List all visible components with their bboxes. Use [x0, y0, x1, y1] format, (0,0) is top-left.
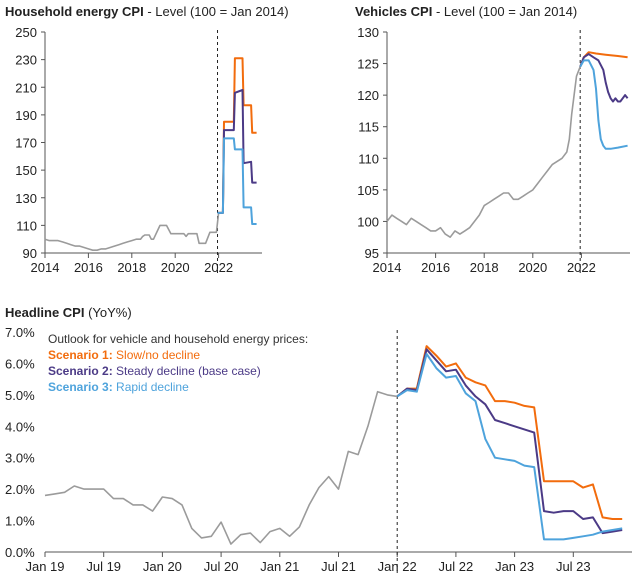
- household-y-tick-label: 130: [15, 191, 37, 206]
- household-y-tick-label: 190: [15, 108, 37, 123]
- household-energy-chart: 90 110 130 150 170 190 210 230 250 2014 2016 2018 20…: [15, 25, 262, 275]
- household-chart-title: Household energy CPI - Level (100 = Jan …: [5, 4, 289, 19]
- household-series-scenario3: [217, 137, 257, 225]
- legend-scenario1-label: Scenario 1:: [48, 348, 116, 362]
- headline-x-tick-label: Jul 21: [321, 559, 356, 574]
- household-x-tick-label: 2022: [204, 260, 233, 275]
- vehicles-y-tick-label: 115: [358, 120, 379, 135]
- headline-series-scenario3: [396, 353, 623, 541]
- headline-y-tick-label: 0.0%: [5, 545, 35, 560]
- household-y-tick-label: 250: [15, 25, 37, 40]
- headline-series-history: [44, 390, 398, 545]
- household-x-tick-label: 2020: [161, 260, 190, 275]
- legend-heading: Outlook for vehicle and household energy…: [48, 332, 308, 346]
- headline-x-tick-label: Jul 20: [204, 559, 239, 574]
- headline-x-tick-label: Jan 21: [260, 559, 299, 574]
- headline-y-tick-label: 5.0%: [5, 388, 35, 403]
- legend-item-scenario1: Scenario 1: Slow/no decline: [48, 348, 200, 362]
- headline-chart-title: Headline CPI (YoY%): [5, 305, 132, 320]
- vehicles-series-history: [386, 66, 581, 238]
- vehicles-y-tick-label: 95: [365, 246, 379, 261]
- household-x-tick-label: 2016: [74, 260, 103, 275]
- household-y-tick-label: 90: [23, 246, 37, 261]
- household-x-tick-label: 2014: [31, 260, 60, 275]
- headline-x-tick-label: Jul 19: [86, 559, 121, 574]
- household-y-tick-label: 210: [15, 80, 37, 95]
- vehicles-series-scenario3: [579, 59, 628, 150]
- vehicles-y-tick-label: 120: [357, 88, 379, 103]
- legend-scenario1-text: Slow/no decline: [116, 348, 200, 362]
- headline-legend: Outlook for vehicle and household energy…: [48, 332, 308, 394]
- headline-y-tick-label: 7.0%: [5, 325, 35, 340]
- headline-y-tick-label: 2.0%: [5, 482, 35, 497]
- vehicles-x-tick-label: 2022: [567, 260, 596, 275]
- vehicles-series-scenario2: [579, 53, 629, 103]
- household-y-tick-label: 110: [16, 218, 37, 233]
- household-y-tick-label: 150: [15, 163, 37, 178]
- vehicles-x-tick-label: 2020: [518, 260, 547, 275]
- vehicles-y-tick-label: 105: [357, 183, 379, 198]
- headline-y-tick-label: 1.0%: [5, 514, 35, 529]
- headline-x-tick-label: Jan 20: [143, 559, 182, 574]
- vehicles-y-tick-label: 130: [357, 25, 379, 40]
- headline-x-tick-label: Jul 23: [556, 559, 591, 574]
- vehicles-chart-title: Vehicles CPI - Level (100 = Jan 2014): [355, 4, 577, 19]
- legend-item-scenario2: Scenario 2: Steady decline (base case): [48, 364, 261, 378]
- headline-title-rest: (YoY%): [84, 305, 131, 320]
- household-title-bold: Household energy CPI: [5, 4, 144, 19]
- household-x-tick-label: 2018: [117, 260, 146, 275]
- headline-title-bold: Headline CPI: [5, 305, 84, 320]
- legend-scenario2-text: Steady decline (base case): [116, 364, 261, 378]
- legend-scenario2-label: Scenario 2:: [48, 364, 116, 378]
- household-series-history: [44, 212, 220, 251]
- vehicles-y-tick-label: 100: [357, 214, 379, 229]
- headline-y-tick-label: 3.0%: [5, 451, 35, 466]
- vehicles-title-bold: Vehicles CPI: [355, 4, 432, 19]
- vehicles-chart: 95 100 105 110 115 120 125 130 2014 2016 2018 2020 2…: [357, 25, 630, 275]
- legend-item-scenario3: Scenario 3: Rapid decline: [48, 380, 189, 394]
- headline-series-scenario2: [396, 348, 623, 535]
- household-y-tick-label: 230: [15, 53, 37, 68]
- household-y-tick-label: 170: [15, 136, 37, 151]
- headline-x-tick-label: Jan 23: [495, 559, 534, 574]
- vehicles-y-tick-label: 125: [357, 57, 379, 72]
- headline-y-tick-label: 4.0%: [5, 419, 35, 434]
- headline-x-tick-label: Jan 19: [25, 559, 64, 574]
- legend-scenario3-text: Rapid decline: [116, 380, 189, 394]
- headline-series-scenario1: [396, 345, 623, 520]
- headline-x-tick-label: Jul 22: [439, 559, 474, 574]
- vehicles-y-tick-label: 110: [358, 151, 379, 166]
- vehicles-x-tick-label: 2016: [421, 260, 450, 275]
- headline-cpi-chart: 0.0% 1.0% 2.0% 3.0% 4.0% 5.0% 6.0% 7.0% Jan 19 Ju…: [5, 325, 632, 574]
- vehicles-x-tick-label: 2014: [373, 260, 402, 275]
- legend-scenario3-label: Scenario 3:: [48, 380, 116, 394]
- headline-y-tick-label: 6.0%: [5, 356, 35, 371]
- household-title-rest: - Level (100 = Jan 2014): [144, 4, 289, 19]
- vehicles-title-rest: - Level (100 = Jan 2014): [432, 4, 577, 19]
- vehicles-x-tick-label: 2018: [470, 260, 499, 275]
